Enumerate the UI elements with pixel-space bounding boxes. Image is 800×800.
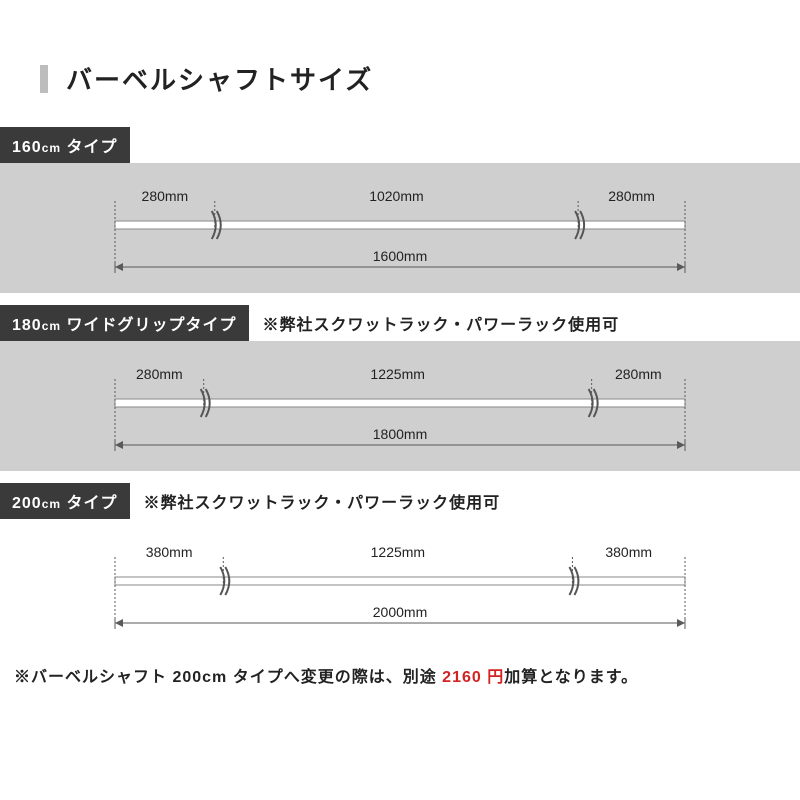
size-badge: 200cm タイプ <box>0 483 130 519</box>
section: 160cm タイプ 280mm 1020mm 280mm 1600mm <box>0 127 800 293</box>
svg-text:280mm: 280mm <box>615 366 662 382</box>
svg-text:2000mm: 2000mm <box>373 604 427 620</box>
page: バーベルシャフトサイズ 160cm タイプ280mm1020mm280mm160… <box>0 0 800 687</box>
size-badge: 160cm タイプ <box>0 127 130 163</box>
section-note: ※弊社スクワットラック・パワーラック使用可 <box>144 489 501 513</box>
section: 200cm タイプ ※弊社スクワットラック・パワーラック使用可 380mm 1225m… <box>0 483 800 649</box>
footer-prefix: ※バーベルシャフト 200cm タイプへ変更の際は、別途 <box>14 669 442 686</box>
barbell-diagram: 280mm 1020mm 280mm 1600mm <box>0 163 800 293</box>
svg-text:1225mm: 1225mm <box>370 366 424 382</box>
svg-text:1800mm: 1800mm <box>373 426 427 442</box>
footer-suffix: 加算となります。 <box>504 669 638 686</box>
footer-price: 2160 円 <box>442 669 504 686</box>
size-badge: 180cm ワイドグリップタイプ <box>0 305 249 341</box>
svg-text:280mm: 280mm <box>142 188 189 204</box>
sections-container: 160cm タイプ 280mm 1020mm 280mm 1600mm 180cm ワイド… <box>0 127 800 649</box>
svg-text:1600mm: 1600mm <box>373 248 427 264</box>
svg-text:1225mm: 1225mm <box>371 544 425 560</box>
section-note: ※弊社スクワットラック・パワーラック使用可 <box>263 311 620 335</box>
section-header: 180cm ワイドグリップタイプ ※弊社スクワットラック・パワーラック使用可 <box>0 305 800 341</box>
svg-text:380mm: 380mm <box>146 544 193 560</box>
barbell-diagram: 380mm 1225mm 380mm 2000mm <box>0 519 800 649</box>
page-title-text: バーベルシャフトサイズ <box>66 60 373 97</box>
svg-text:1020mm: 1020mm <box>369 188 423 204</box>
section-header: 200cm タイプ ※弊社スクワットラック・パワーラック使用可 <box>0 483 800 519</box>
svg-text:380mm: 380mm <box>605 544 652 560</box>
page-title: バーベルシャフトサイズ <box>40 60 800 97</box>
section: 180cm ワイドグリップタイプ ※弊社スクワットラック・パワーラック使用可 280… <box>0 305 800 471</box>
svg-text:280mm: 280mm <box>608 188 655 204</box>
footer-note: ※バーベルシャフト 200cm タイプへ変更の際は、別途 2160 円加算となり… <box>14 663 800 687</box>
svg-text:280mm: 280mm <box>136 366 183 382</box>
section-header: 160cm タイプ <box>0 127 800 163</box>
barbell-diagram: 280mm 1225mm 280mm 1800mm <box>0 341 800 471</box>
title-accent-bar <box>40 65 48 93</box>
